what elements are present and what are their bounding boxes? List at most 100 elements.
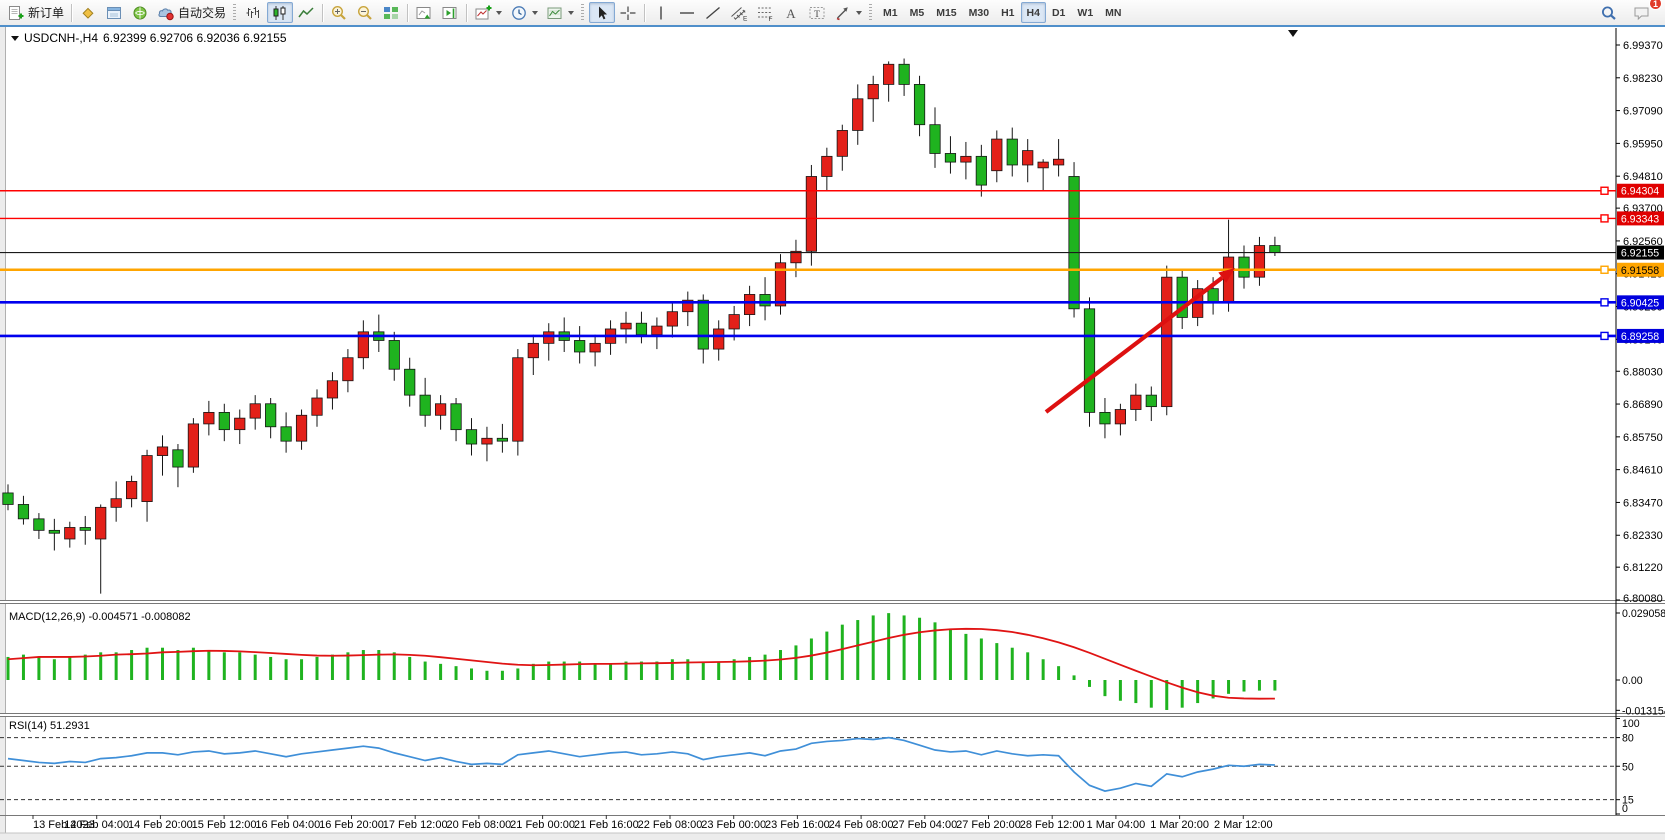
- tf-m15-button[interactable]: M15: [936, 6, 957, 19]
- macd-indicator-label: MACD(12,26,9) -0.004571 -0.008082: [9, 611, 191, 623]
- equidistant-channel-button[interactable]: E: [726, 2, 752, 23]
- trendline-button[interactable]: [700, 2, 726, 23]
- toolbar-separator: [71, 3, 73, 22]
- horizontal-line-icon: [678, 5, 696, 21]
- text-button[interactable]: A: [778, 2, 804, 23]
- toolbar-separator: [466, 3, 468, 22]
- hline-handle[interactable]: [1600, 214, 1609, 223]
- candle: [496, 437, 509, 442]
- svg-text:6.94304: 6.94304: [1621, 186, 1659, 198]
- tf-m30-button[interactable]: M30: [968, 6, 990, 19]
- trend-arrow[interactable]: [1044, 276, 1224, 414]
- toolbar-separator: [407, 3, 409, 22]
- tf-d1-button[interactable]: D1: [1051, 6, 1066, 19]
- hline-handle[interactable]: [1600, 186, 1609, 195]
- candle: [852, 98, 864, 131]
- candle: [1099, 411, 1111, 425]
- periods-icon: [510, 5, 528, 21]
- svg-text:6.85750: 6.85750: [1623, 432, 1663, 444]
- text-icon: A: [782, 5, 800, 21]
- candle: [666, 311, 678, 327]
- candle: [95, 506, 107, 540]
- auto-scroll-button[interactable]: [411, 2, 437, 23]
- dropdown-caret-icon[interactable]: [496, 10, 503, 15]
- vertical-line-button[interactable]: [648, 2, 674, 23]
- candle: [110, 498, 122, 508]
- autotrading-button[interactable]: 自动交易: [153, 2, 230, 23]
- fibonacci-icon: F: [756, 5, 774, 21]
- autotrading-button-label: 自动交易: [178, 6, 227, 20]
- tf-mn-button[interactable]: MN: [1105, 6, 1122, 19]
- cursor-button[interactable]: [589, 2, 616, 23]
- chart-shift-marker-icon[interactable]: [1288, 30, 1298, 37]
- line-chart-button[interactable]: [293, 2, 319, 23]
- text-label-button[interactable]: T: [804, 2, 830, 23]
- periods-button[interactable]: [506, 2, 542, 23]
- line-chart-icon: [297, 5, 315, 21]
- templates-button[interactable]: [542, 2, 578, 23]
- trend-arrow-head[interactable]: [1218, 268, 1235, 283]
- data-window-button[interactable]: [101, 2, 127, 23]
- zoom-in-button[interactable]: [326, 2, 352, 23]
- dropdown-caret-icon[interactable]: [568, 10, 575, 15]
- candle: [1161, 276, 1173, 408]
- tf-h1-button[interactable]: H1: [1001, 6, 1015, 19]
- svg-text:6.81220: 6.81220: [1623, 562, 1663, 574]
- trendline-icon: [704, 5, 722, 21]
- search-icon: [1600, 5, 1618, 21]
- chart-menu-icon[interactable]: [11, 35, 19, 41]
- fibonacci-button[interactable]: F: [752, 2, 778, 23]
- arrows-button[interactable]: [830, 2, 866, 23]
- price-label-6.91558: [1617, 262, 1664, 277]
- tf-m5-button[interactable]: M5: [909, 6, 925, 19]
- svg-text:6.86890: 6.86890: [1623, 399, 1663, 411]
- tf-w1-button[interactable]: W1: [1077, 6, 1094, 19]
- navigator-button[interactable]: [127, 2, 153, 23]
- svg-text:6.90425: 6.90425: [1621, 297, 1659, 309]
- indicators-button[interactable]: [470, 2, 506, 23]
- toolbar-grip[interactable]: [581, 3, 585, 22]
- candle: [326, 380, 339, 399]
- crosshair-button[interactable]: [615, 2, 641, 23]
- text-label-icon: T: [808, 5, 826, 21]
- hline-handle[interactable]: [1600, 331, 1609, 341]
- candle: [1238, 256, 1250, 278]
- candle: [589, 342, 601, 353]
- candle: [1207, 288, 1219, 304]
- toolbar-grip[interactable]: [869, 3, 873, 22]
- market-watch-button[interactable]: [75, 2, 101, 23]
- toolbar-group-insert: [470, 0, 578, 25]
- candlestick-button[interactable]: [267, 2, 294, 23]
- tile-windows-button[interactable]: [378, 2, 404, 23]
- svg-text:21 Feb 16:00: 21 Feb 16:00: [574, 819, 639, 831]
- candle: [465, 429, 478, 445]
- candle: [1037, 161, 1049, 169]
- notifications-button[interactable]: 1: [1629, 0, 1662, 23]
- toolbar-grip[interactable]: [233, 3, 237, 22]
- toolbar-group-zoom: [326, 0, 404, 25]
- bar-chart-button[interactable]: [241, 2, 267, 23]
- new-order-button[interactable]: 新订单: [3, 2, 68, 23]
- candle: [805, 176, 818, 252]
- crosshair-icon: [619, 5, 637, 21]
- candle: [929, 124, 941, 154]
- tf-h4-button[interactable]: H4: [1020, 2, 1046, 23]
- search-button[interactable]: [1596, 2, 1622, 23]
- templates-icon: [546, 5, 564, 21]
- horizontal-line-button[interactable]: [674, 2, 700, 23]
- chart-shift-button[interactable]: [437, 2, 463, 23]
- zoom-out-button[interactable]: [352, 2, 378, 23]
- hline-handle[interactable]: [1600, 265, 1609, 274]
- dropdown-caret-icon[interactable]: [532, 10, 539, 15]
- tf-m1-button[interactable]: M1: [883, 6, 898, 19]
- chart-ohlc-values: 6.92399 6.92706 6.92036 6.92155: [103, 31, 287, 45]
- svg-text:80: 80: [1622, 733, 1634, 745]
- candle: [48, 529, 60, 534]
- new-order-icon: [7, 5, 25, 21]
- hline-handle[interactable]: [1600, 298, 1609, 307]
- candle: [1145, 394, 1157, 408]
- dropdown-caret-icon[interactable]: [856, 10, 863, 15]
- candle: [265, 403, 277, 428]
